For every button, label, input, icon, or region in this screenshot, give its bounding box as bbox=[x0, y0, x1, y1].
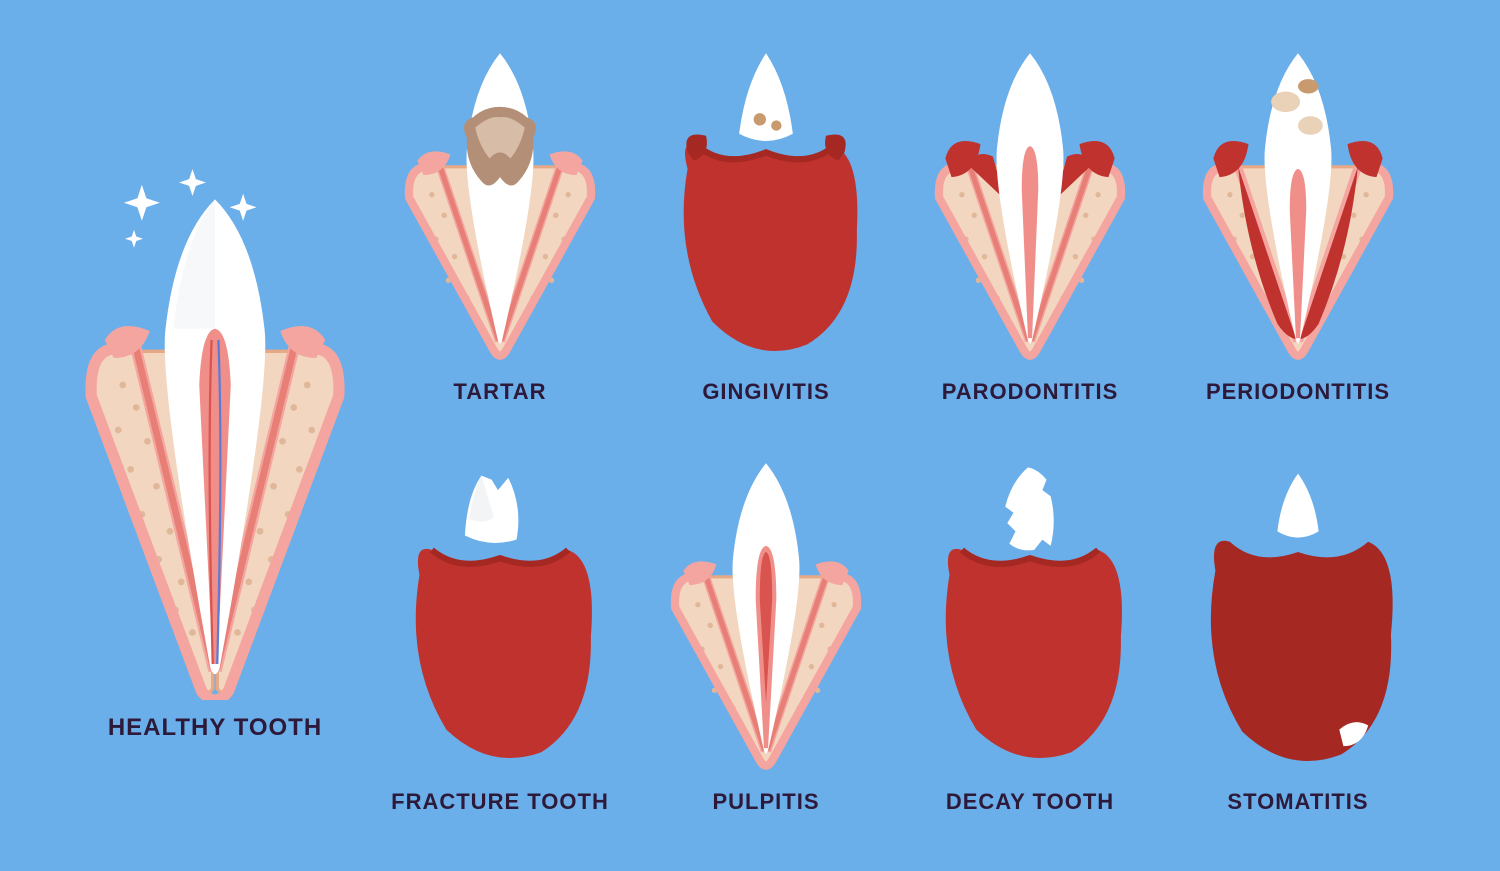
tooth-parodontitis: PARODONTITIS bbox=[900, 45, 1160, 405]
label-tartar: TARTAR bbox=[370, 379, 630, 405]
tooth-healthy: HEALTHY TOOTH bbox=[60, 160, 370, 742]
label-parodontitis: PARODONTITIS bbox=[900, 379, 1160, 405]
tooth-fracture: FRACTURE TOOTH bbox=[370, 455, 630, 815]
label-decay: DECAY TOOTH bbox=[900, 789, 1160, 815]
label-periodontitis: PERIODONTITIS bbox=[1168, 379, 1428, 405]
label-stomatitis: STOMATITIS bbox=[1168, 789, 1428, 815]
tooth-decay: DECAY TOOTH bbox=[900, 455, 1160, 815]
tooth-tartar: TARTAR bbox=[370, 45, 630, 405]
label-healthy: HEALTHY TOOTH bbox=[60, 714, 370, 742]
label-fracture: FRACTURE TOOTH bbox=[370, 789, 630, 815]
label-gingivitis: GINGIVITIS bbox=[636, 379, 896, 405]
tooth-periodontitis: PERIODONTITIS bbox=[1168, 45, 1428, 405]
label-pulpitis: PULPITIS bbox=[636, 789, 896, 815]
tooth-stomatitis: STOMATITIS bbox=[1168, 455, 1428, 815]
tooth-gingivitis: GINGIVITIS bbox=[636, 45, 896, 405]
tooth-healthy-svg bbox=[65, 160, 365, 700]
tooth-pulpitis: PULPITIS bbox=[636, 455, 896, 815]
